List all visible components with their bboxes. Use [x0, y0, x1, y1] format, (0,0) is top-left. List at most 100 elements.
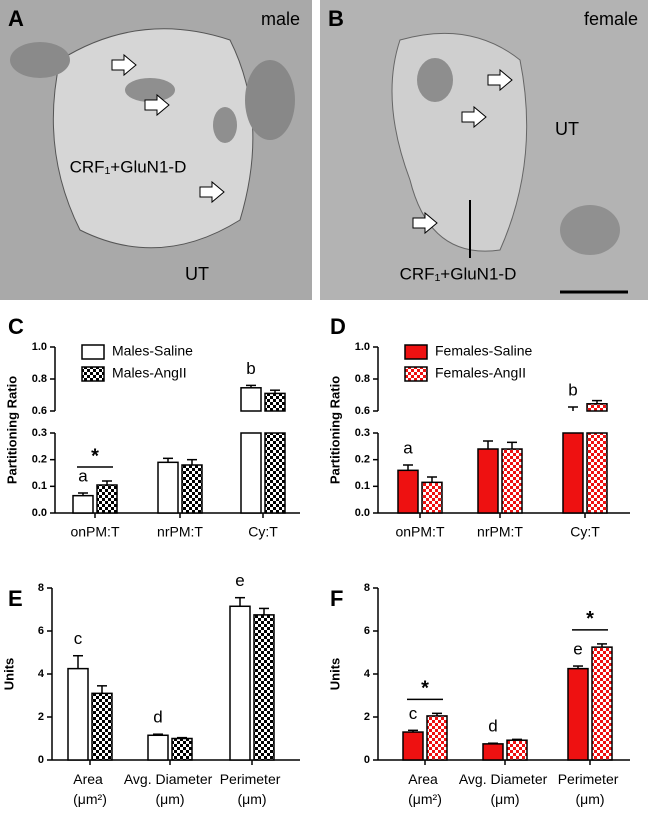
label: CRF₁+GluN1-D [400, 264, 517, 283]
y-tick-label: 6 [38, 625, 44, 637]
legend-swatch [404, 344, 428, 360]
y-tick-label: 0.3 [355, 427, 370, 439]
annotation: d [488, 717, 497, 736]
arrows [111, 53, 225, 204]
bar [147, 734, 169, 761]
panel-letter: D [330, 314, 346, 339]
label: UT [555, 119, 579, 139]
y-tick-label: 0.0 [355, 507, 370, 519]
annotation: d [153, 708, 162, 727]
panel-letter: F [330, 586, 343, 611]
annotation: b [568, 380, 577, 399]
y-axis-label: Units [1, 658, 16, 691]
y-tick-label: 0.0 [32, 507, 47, 519]
label: female [584, 9, 638, 29]
organelle [213, 107, 237, 143]
y-tick-label: 0.6 [355, 405, 370, 417]
annotation: c [409, 704, 418, 723]
x-tick-label: Area (μm²) [73, 771, 107, 807]
x-tick-label: Avg. Diameter (μm) [124, 771, 216, 807]
organelle [417, 58, 453, 102]
bar [157, 461, 179, 514]
annotation: a [78, 466, 88, 485]
bar [482, 743, 504, 761]
bar-base [586, 432, 608, 514]
annotation: * [91, 445, 99, 467]
y-axis-label: Partitioning Ratio [327, 376, 342, 484]
y-tick-label: 1.0 [32, 341, 47, 353]
y-tick-label: 0 [364, 754, 370, 766]
y-tick-label: 8 [364, 582, 370, 594]
bar [397, 469, 419, 514]
x-tick-label: Perimeter (μm) [558, 771, 623, 807]
y-tick-label: 0.1 [32, 480, 47, 492]
y-tick-label: 6 [364, 625, 370, 637]
y-tick-label: 0.2 [32, 454, 47, 466]
bar [253, 614, 275, 761]
annotation: b [246, 359, 255, 378]
x-tick-label: Avg. Diameter (μm) [459, 771, 551, 807]
legend-label: Males-Saline [112, 343, 193, 359]
y-tick-label: 0.3 [32, 427, 47, 439]
bar [171, 737, 193, 761]
bar [586, 403, 608, 412]
micrograph-b: B female UT CRF₁+GluN1-D [320, 0, 648, 300]
bar-base [264, 432, 286, 514]
y-tick-label: 1.0 [355, 341, 370, 353]
annotation: * [586, 608, 594, 630]
y-tick-label: 0 [38, 754, 44, 766]
x-tick-label: Perimeter (μm) [220, 771, 285, 807]
legend-swatch [81, 344, 105, 360]
bar [240, 387, 262, 412]
bar [72, 494, 94, 514]
y-axis-label: Units [327, 658, 342, 691]
x-tick-label: onPM:T [70, 524, 119, 540]
panel-letter: E [8, 586, 23, 611]
x-tick-label: Area (μm²) [408, 771, 442, 807]
y-tick-label: 0.8 [32, 373, 47, 385]
annotation: a [403, 438, 413, 457]
micrograph-a: A male CRF₁+GluN1-D UT [0, 0, 312, 300]
organelle [245, 60, 295, 140]
bar [421, 481, 443, 514]
organelle [125, 78, 175, 102]
organelle [560, 205, 620, 255]
label: UT [185, 264, 209, 284]
bar [181, 464, 203, 514]
bar [91, 692, 113, 761]
annotation: c [74, 629, 83, 648]
annotation: e [573, 640, 582, 659]
bar-base [562, 432, 584, 514]
bar [506, 739, 528, 761]
organelle [10, 42, 70, 78]
bar [229, 605, 251, 761]
legend-swatch [404, 366, 428, 382]
bar [67, 667, 89, 761]
bar [567, 667, 589, 761]
y-tick-label: 2 [364, 711, 370, 723]
bar [426, 715, 448, 761]
legend-swatch [81, 366, 105, 382]
y-tick-label: 0.8 [355, 373, 370, 385]
annotation: * [421, 678, 429, 700]
panel-letter: A [8, 6, 24, 31]
panel-letter: C [8, 314, 24, 339]
legend-label: Males-AngII [112, 365, 187, 381]
x-tick-label: Cy:T [570, 524, 600, 540]
y-tick-label: 8 [38, 582, 44, 594]
bar [501, 448, 523, 514]
bar [264, 392, 286, 412]
y-tick-label: 4 [38, 668, 45, 680]
annotation: e [235, 571, 244, 590]
x-tick-label: onPM:T [395, 524, 444, 540]
bar-base [240, 432, 262, 514]
y-tick-label: 2 [38, 711, 44, 723]
bar [591, 646, 613, 761]
x-tick-label: nrPM:T [477, 524, 523, 540]
legend-label: Females-AngII [435, 365, 526, 381]
y-tick-label: 0.6 [32, 405, 47, 417]
y-tick-label: 4 [364, 668, 371, 680]
x-tick-label: Cy:T [248, 524, 278, 540]
arrows [412, 68, 513, 235]
